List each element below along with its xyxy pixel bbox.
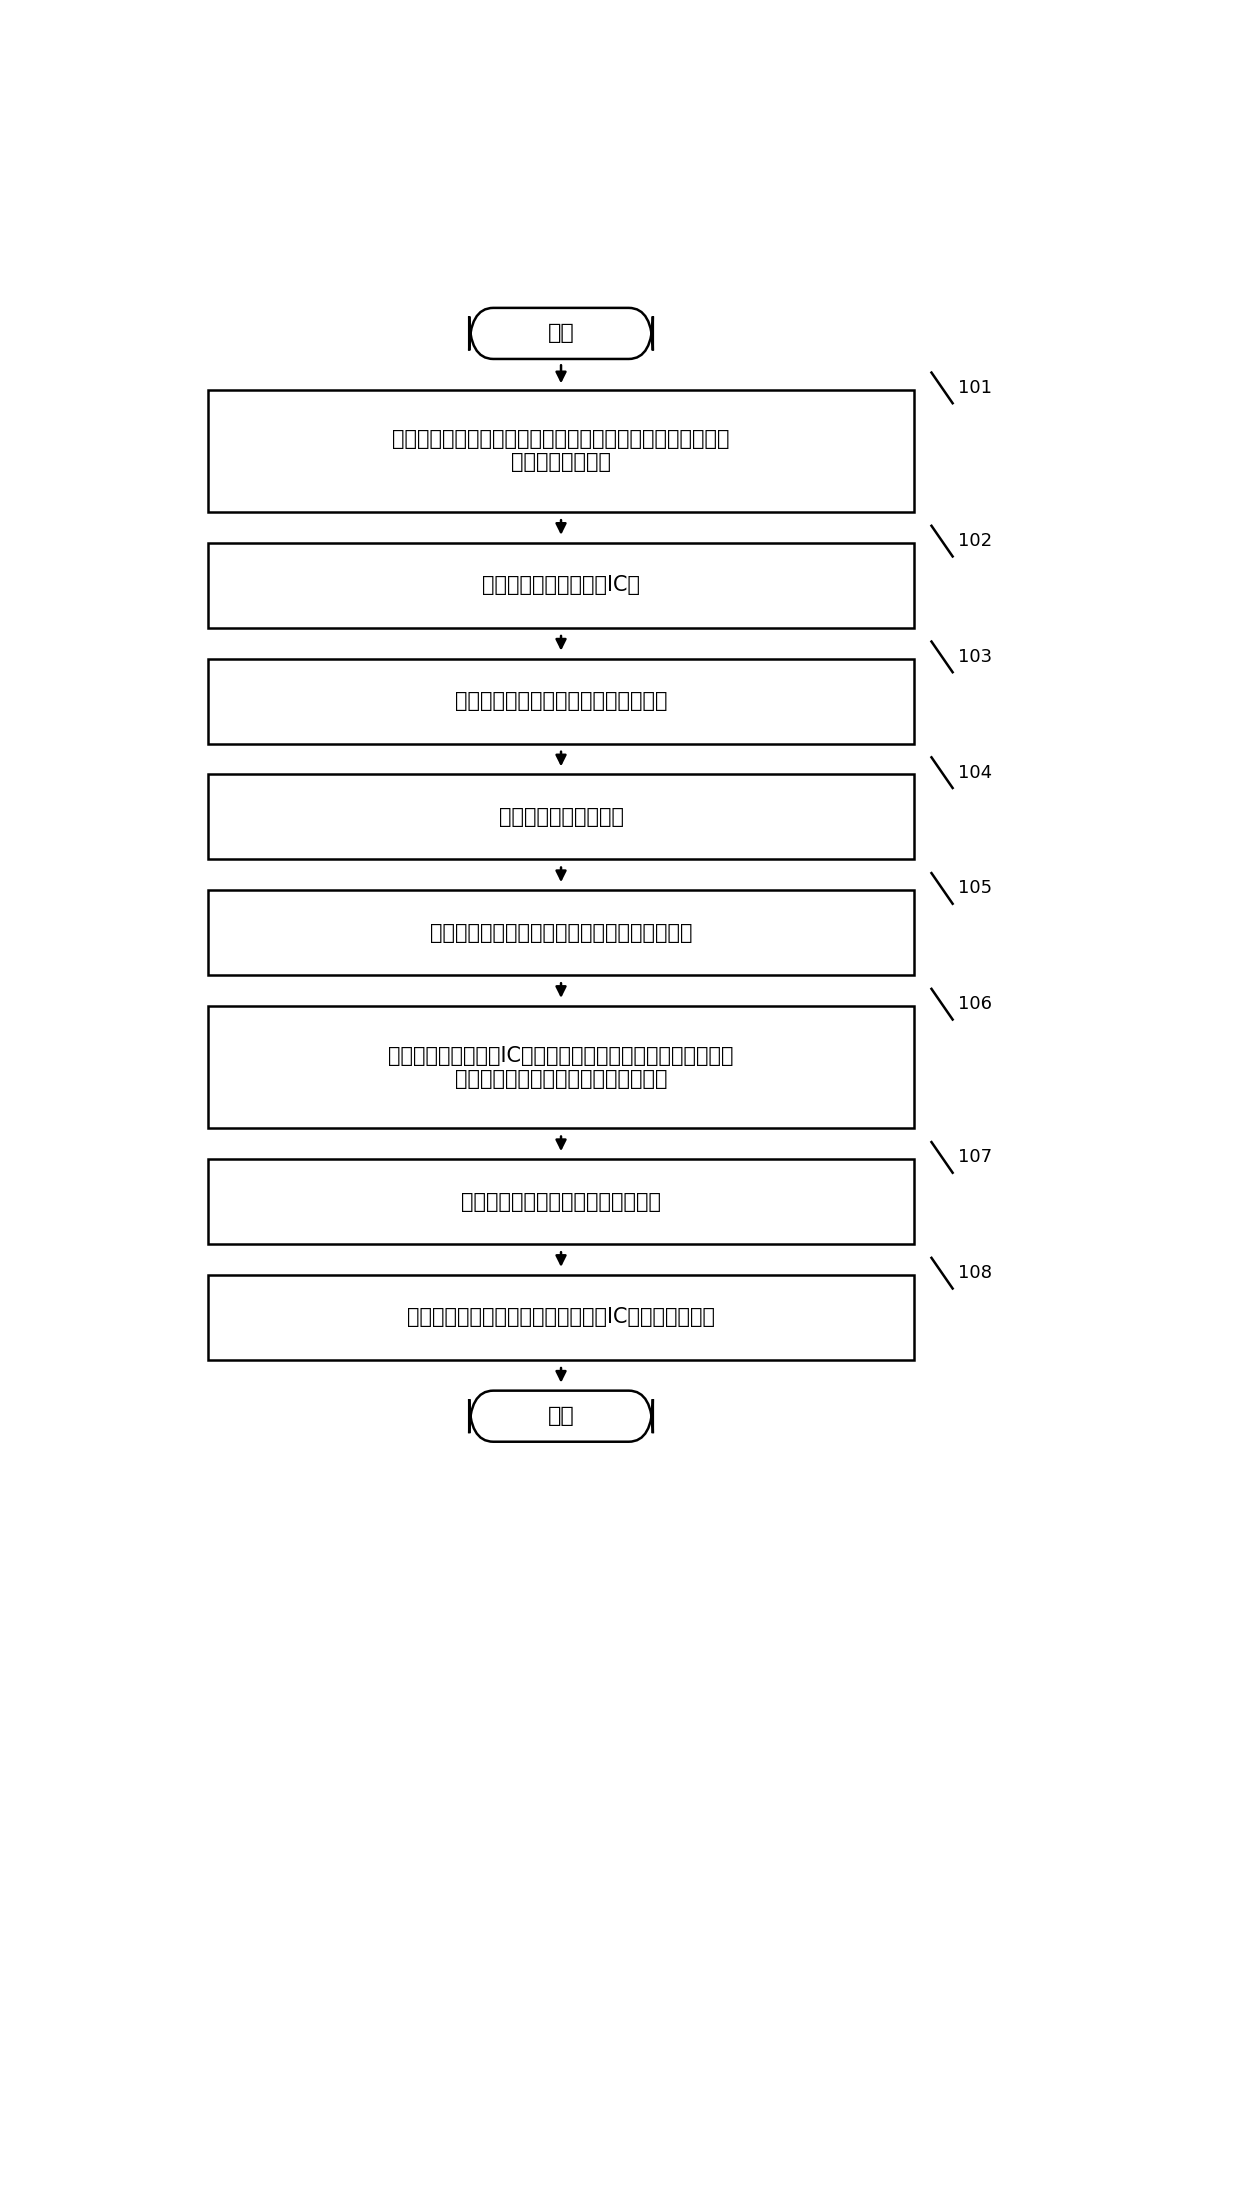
Bar [208, 891, 914, 975]
Text: 结束: 结束 [548, 1406, 574, 1426]
Text: 蓝牙充值设备根据充值金额，对目标IC卡执行充值操作: 蓝牙充值设备根据充值金额，对目标IC卡执行充值操作 [407, 1307, 715, 1327]
Text: 用户终端接收充值提醒: 用户终端接收充值提醒 [498, 807, 624, 827]
Bar [208, 1159, 914, 1245]
Text: 108: 108 [959, 1265, 992, 1282]
FancyBboxPatch shape [469, 1391, 652, 1442]
Text: 蓝牙充值设备感应目标IC卡: 蓝牙充值设备感应目标IC卡 [482, 575, 640, 595]
Text: 102: 102 [959, 533, 992, 551]
Bar [208, 1006, 914, 1128]
Bar [208, 544, 914, 628]
Text: 103: 103 [959, 648, 992, 666]
Text: 105: 105 [959, 880, 992, 898]
FancyBboxPatch shape [469, 307, 652, 358]
Bar [208, 1276, 914, 1360]
Text: 开始: 开始 [548, 323, 574, 343]
Text: 106: 106 [959, 995, 992, 1013]
Text: 104: 104 [959, 763, 992, 783]
Text: 107: 107 [959, 1148, 992, 1167]
Bar [208, 389, 914, 513]
Text: 在检测到用户对目标IC卡执行完毕支付操作之后，用户终端向
蓝牙充值设备发送支付完成提示信息。: 在检测到用户对目标IC卡执行完毕支付操作之后，用户终端向 蓝牙充值设备发送支付完… [388, 1046, 734, 1088]
Text: 101: 101 [959, 378, 992, 398]
Text: 在用户终端与蓝牙充值设备建立无线蓝牙连接之后，用户终端
输出蓝牙充值提示: 在用户终端与蓝牙充值设备建立无线蓝牙连接之后，用户终端 输出蓝牙充值提示 [392, 429, 730, 473]
Text: 用户终端确定用户所选择的充值金额及充值方式: 用户终端确定用户所选择的充值金额及充值方式 [430, 922, 692, 942]
Text: 蓝牙充值设备向用户终端发送充值提醒: 蓝牙充值设备向用户终端发送充值提醒 [455, 692, 667, 712]
Bar [208, 659, 914, 743]
Bar [208, 774, 914, 860]
Text: 蓝牙充值设备接收支付完成提示信息: 蓝牙充值设备接收支付完成提示信息 [461, 1192, 661, 1212]
